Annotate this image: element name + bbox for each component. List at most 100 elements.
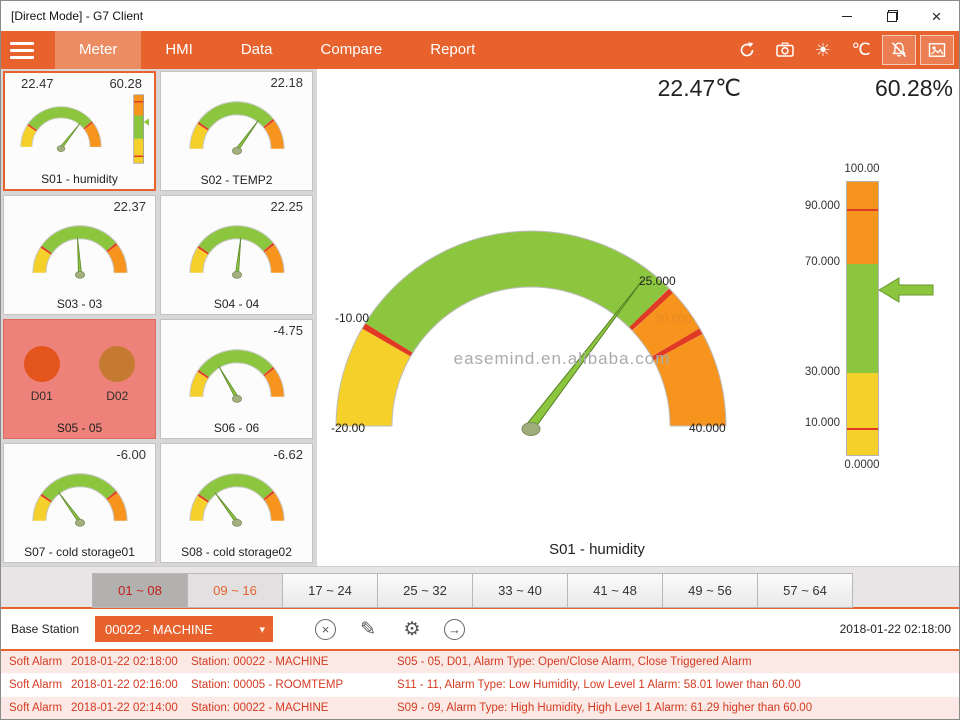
bar-alarm-line-90 — [847, 209, 878, 212]
sensor-value: -6.62 — [273, 447, 303, 462]
sensor-value: 22.37 — [113, 199, 146, 214]
edit-icon[interactable]: ✎ — [360, 618, 376, 640]
range-tab-01-08[interactable]: 01 ~ 08 — [92, 573, 188, 608]
alarm-row[interactable]: Soft Alarm 2018-01-22 02:16:00 Station: … — [1, 674, 959, 697]
sensor-label: S01 - humidity — [41, 172, 118, 186]
tab-report[interactable]: Report — [430, 41, 476, 58]
sensor-label: S05 - 05 — [56, 421, 103, 435]
range-tab-57-64[interactable]: 57 ~ 64 — [757, 573, 853, 608]
sensor-tile-s02[interactable]: 22.18 S02 - TEMP2 — [160, 71, 313, 191]
celsius-icon[interactable]: ℃ — [844, 35, 878, 65]
humidity-reading: 60.28% — [874, 75, 953, 101]
sensor-value: -4.75 — [273, 323, 303, 338]
mini-gauge — [31, 225, 128, 279]
minimize-icon — [841, 15, 852, 17]
base-station-select[interactable]: 00022 - MACHINE ▾ — [95, 616, 274, 642]
range-tab-25-32[interactable]: 25 ~ 32 — [377, 573, 473, 608]
sensor-label: S04 - 04 — [213, 297, 260, 311]
alarm-type: Soft Alarm — [9, 679, 63, 691]
alarm-station: Station: 00005 - ROOMTEMP — [191, 679, 344, 691]
alarm-row[interactable]: Soft Alarm 2018-01-22 02:14:00 Station: … — [1, 697, 959, 719]
watermark: easemind.en.alibaba.com — [453, 349, 671, 368]
range-tab-41-48[interactable]: 41 ~ 48 — [567, 573, 663, 608]
sensor-value: -6.00 — [116, 447, 146, 462]
d02-label: D02 — [106, 389, 129, 403]
range-tab-33-40[interactable]: 33 ~ 40 — [472, 573, 568, 608]
restore-button[interactable] — [869, 1, 914, 31]
bar-segment-low — [847, 373, 878, 455]
mini-gauge — [31, 473, 128, 527]
close-button[interactable]: × — [914, 1, 959, 31]
bar-pointer-icon — [878, 277, 934, 303]
d01-label: D01 — [30, 389, 53, 403]
range-tab-17-24[interactable]: 17 ~ 24 — [282, 573, 378, 608]
sensor-label: S07 - cold storage01 — [24, 545, 135, 559]
d01-indicator-icon — [23, 346, 60, 382]
close-icon: × — [931, 6, 942, 26]
image-icon[interactable] — [920, 35, 954, 65]
current-timestamp: 2018-01-22 02:18:00 — [839, 622, 951, 636]
control-bar: Base Station 00022 - MACHINE ▾ × ✎ ⚙ → 2… — [1, 609, 959, 651]
sensor-tile-s08[interactable]: -6.62 S08 - cold storage02 — [160, 443, 313, 563]
brightness-icon[interactable]: ☀ — [806, 35, 840, 65]
range-tab-09-16[interactable]: 09 ~ 16 — [187, 573, 283, 608]
clear-icon[interactable]: × — [315, 618, 337, 640]
alarm-type: Soft Alarm — [9, 702, 63, 714]
go-icon[interactable]: → — [444, 618, 466, 640]
d02-indicator-icon — [99, 346, 136, 382]
gauge-tick-alarm-label: 30.000 — [655, 312, 692, 326]
tab-data[interactable]: Data — [240, 41, 273, 58]
sun-glyph: ☀ — [814, 39, 832, 60]
alarm-row[interactable]: Soft Alarm 2018-01-22 02:18:00 Station: … — [1, 651, 959, 674]
title-bar: [Direct Mode] - G7 Client × — [1, 1, 959, 31]
alarm-mute-icon[interactable] — [882, 35, 916, 65]
base-station-label: Base Station — [11, 622, 80, 636]
sync-icon[interactable] — [730, 35, 764, 65]
sensor-label: S03 - 03 — [56, 297, 103, 311]
alarm-time: 2018-01-22 02:14:00 — [71, 702, 178, 714]
chevron-down-icon: ▾ — [259, 623, 266, 636]
sensor-grid: 22.47 60.28 S01 — [1, 69, 317, 566]
alarm-station: Station: 00022 - MACHINE — [191, 656, 329, 668]
sensor-label: S08 - cold storage02 — [181, 545, 292, 559]
bar-t70-label: 70.000 — [804, 256, 840, 268]
gauge-caption: S01 - humidity — [549, 541, 645, 558]
tab-meter[interactable]: Meter — [55, 31, 142, 69]
range-tab-49-56[interactable]: 49 ~ 56 — [662, 573, 758, 608]
nav-icons: ☀ ℃ — [730, 35, 954, 65]
main-gauge — [335, 230, 727, 436]
mini-gauge — [20, 106, 102, 152]
alarm-detail: S05 - 05, D01, Alarm Type: Open/Close Al… — [397, 656, 752, 668]
sensor-tile-s03[interactable]: 22.37 S03 - 03 — [3, 195, 156, 315]
minimize-button[interactable] — [824, 1, 869, 31]
settings-icon[interactable]: ⚙ — [403, 618, 421, 640]
tab-hmi[interactable]: HMI — [165, 41, 193, 58]
sensor-label: S02 - TEMP2 — [200, 173, 273, 187]
tab-compare[interactable]: Compare — [320, 41, 383, 58]
sensor-label: S06 - 06 — [213, 421, 260, 435]
alarm-time: 2018-01-22 02:18:00 — [71, 656, 178, 668]
base-station-value: 00022 - MACHINE — [105, 621, 213, 637]
temperature-reading: 22.47℃ — [657, 75, 741, 101]
menu-button[interactable] — [1, 31, 43, 69]
sensor-tile-s01[interactable]: 22.47 60.28 S01 — [3, 71, 156, 191]
gauge-hub — [521, 422, 541, 436]
bar-min-label: 0.0000 — [844, 459, 880, 471]
sensor-value: 22.25 — [270, 199, 303, 214]
alarm-detail: S09 - 09, Alarm Type: High Humidity, Hig… — [397, 702, 813, 714]
sensor-value2: 60.28 — [109, 76, 142, 91]
sensor-tile-s06[interactable]: -4.75 S06 - 06 — [160, 319, 313, 439]
sensor-tile-s05[interactable]: D01 D02 S05 - 05 — [3, 319, 156, 439]
restore-icon — [887, 9, 898, 22]
control-bar-icons: × ✎ ⚙ → — [315, 617, 466, 641]
sensor-tile-s04[interactable]: 22.25 S04 - 04 — [160, 195, 313, 315]
camera-icon[interactable] — [768, 35, 802, 65]
digital-io-d02: D02 — [99, 346, 136, 403]
sensor-tile-s07[interactable]: -6.00 S07 - cold storage01 — [3, 443, 156, 563]
sensor-value: 22.18 — [270, 75, 303, 90]
gauge-tick-low-label: -10.00 — [335, 311, 370, 325]
main-gauge-panel: 22.47℃ 60.28% -20.00 -10.00 25.000 30.00… — [317, 69, 959, 566]
gauge-tick-high-label: 25.000 — [639, 274, 676, 288]
range-tab-strip: 01 ~ 08 09 ~ 16 17 ~ 24 25 ~ 32 33 ~ 40 … — [1, 566, 959, 609]
